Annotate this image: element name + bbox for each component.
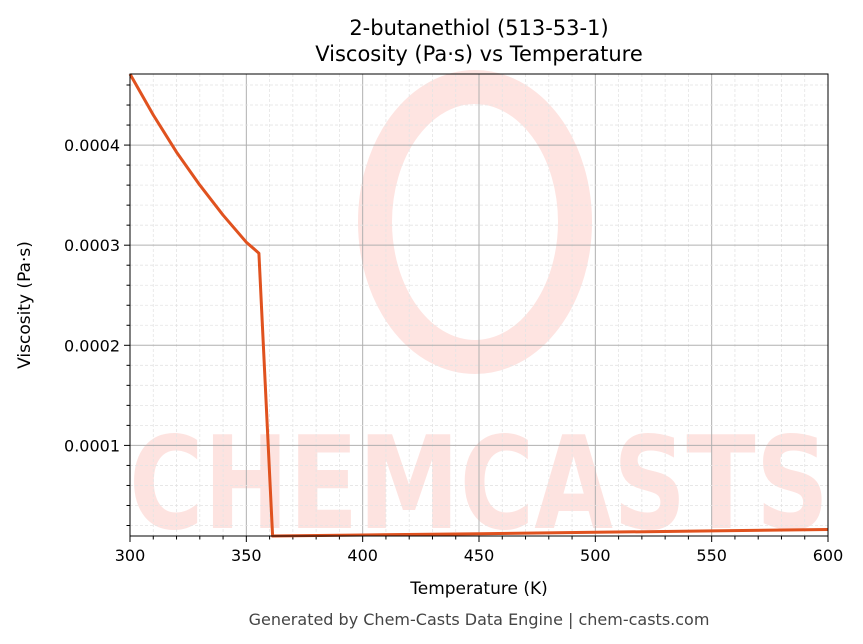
x-tick-label: 350 (231, 546, 262, 565)
chart-title-line2: Viscosity (Pa·s) vs Temperature (315, 42, 643, 66)
x-axis-label: Temperature (K) (409, 579, 548, 599)
x-tick-label: 600 (813, 546, 844, 565)
x-tick-label: 400 (347, 546, 378, 565)
y-tick-label: 0.0001 (64, 436, 120, 455)
x-tick-label: 300 (115, 546, 146, 565)
x-tick-label: 450 (464, 546, 495, 565)
y-tick-label: 0.0002 (64, 336, 120, 355)
y-axis-label: Viscosity (Pa·s) (15, 241, 35, 369)
x-tick-label: 550 (696, 546, 727, 565)
plot-frame (129, 73, 829, 537)
y-tick-label: 0.0003 (64, 236, 120, 255)
chart-title-line1: 2-butanethiol (513-53-1) (349, 16, 608, 40)
footer-credit: Generated by Chem-Casts Data Engine | ch… (249, 610, 710, 629)
x-tick-label: 500 (580, 546, 611, 565)
y-tick-label: 0.0004 (64, 136, 120, 155)
viscosity-series-line (128, 73, 829, 538)
